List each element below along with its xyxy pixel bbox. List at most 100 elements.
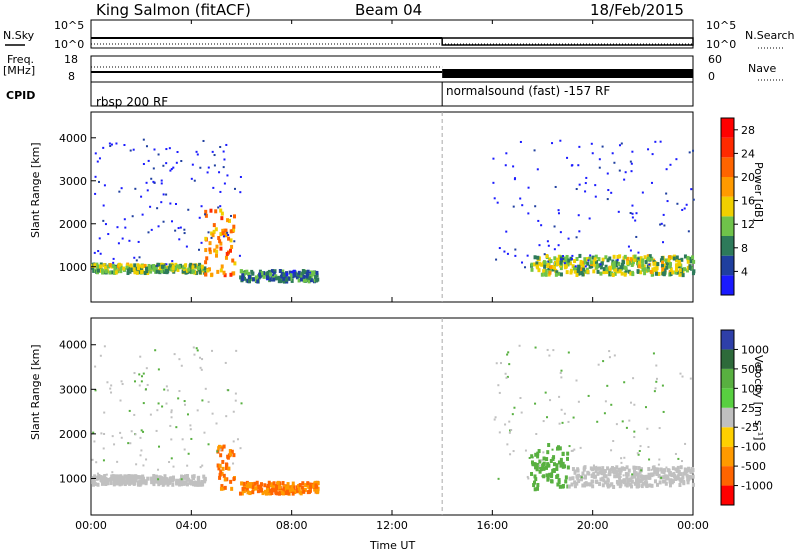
data-cell <box>122 477 126 482</box>
data-cell <box>218 475 222 480</box>
data-cell <box>538 464 541 467</box>
data-cell <box>229 272 233 277</box>
data-cell <box>94 175 97 178</box>
data-cell <box>620 271 624 276</box>
data-cell <box>506 375 509 378</box>
data-cell <box>103 345 106 348</box>
data-cell <box>181 438 184 441</box>
data-cell <box>94 152 97 155</box>
data-cell <box>230 214 233 217</box>
data-cell <box>668 472 672 477</box>
data-cell <box>624 268 628 273</box>
data-cell <box>136 266 140 271</box>
data-cell <box>232 227 236 232</box>
data-cell <box>681 460 684 463</box>
data-cell <box>227 233 230 236</box>
data-cell <box>251 490 255 495</box>
data-cell <box>623 254 627 259</box>
data-cell <box>111 435 114 438</box>
data-cell <box>104 223 107 226</box>
data-cell <box>239 191 242 194</box>
data-cell <box>211 349 214 352</box>
data-cell <box>570 258 573 261</box>
data-cell <box>217 446 221 451</box>
data-cell <box>233 240 236 243</box>
data-cell <box>602 270 606 275</box>
data-cell <box>196 409 199 412</box>
data-cell <box>262 271 266 276</box>
data-cell <box>505 152 508 155</box>
data-cell <box>304 483 308 488</box>
data-cell <box>543 264 547 269</box>
data-cell <box>623 265 627 270</box>
data-cell <box>111 476 115 481</box>
data-cell <box>495 362 498 365</box>
data-cell <box>613 354 616 357</box>
data-cell <box>553 248 556 251</box>
data-cell <box>188 265 192 270</box>
data-cell <box>575 269 579 274</box>
data-cell <box>678 262 682 267</box>
data-cell <box>549 458 553 463</box>
data-cell <box>236 438 239 441</box>
data-cell <box>140 380 143 383</box>
data-cell <box>278 485 282 490</box>
data-cell <box>239 269 243 274</box>
data-cell <box>506 353 509 356</box>
data-cell <box>141 479 145 484</box>
data-cell <box>191 265 195 270</box>
data-cell <box>608 468 612 473</box>
data-cell <box>108 270 112 275</box>
data-cell <box>145 269 149 274</box>
data-cell <box>188 480 192 485</box>
data-cell <box>498 431 501 434</box>
data-cell <box>623 466 627 471</box>
data-cell <box>238 491 242 496</box>
data-cell <box>219 453 223 458</box>
data-cell <box>623 478 627 483</box>
data-cell <box>147 231 150 234</box>
data-cell <box>273 269 277 274</box>
data-cell <box>630 263 634 268</box>
data-cell <box>238 254 241 257</box>
data-cell <box>616 254 620 259</box>
data-cell <box>606 466 610 471</box>
data-cell <box>139 436 142 439</box>
data-cell <box>546 264 550 269</box>
data-cell <box>189 479 193 484</box>
data-cell <box>618 254 622 259</box>
data-cell <box>104 269 108 274</box>
data-cell <box>158 477 162 482</box>
data-cell <box>493 197 496 200</box>
data-cell <box>504 372 507 375</box>
data-cell <box>564 479 568 484</box>
data-cell <box>106 481 110 486</box>
data-cell <box>94 365 97 368</box>
data-cell <box>595 263 599 268</box>
data-cell <box>187 477 191 482</box>
data-cell <box>269 277 273 282</box>
data-cell <box>508 431 511 434</box>
data-cell <box>601 257 605 262</box>
data-cell <box>194 480 198 485</box>
data-cell <box>276 480 280 485</box>
data-cell <box>683 207 686 210</box>
data-cell <box>691 474 695 479</box>
data-cell <box>648 458 651 461</box>
data-cell <box>640 484 644 489</box>
data-cell <box>676 465 680 470</box>
data-cell <box>218 239 222 244</box>
data-cell <box>227 389 230 392</box>
data-cell <box>675 255 679 260</box>
data-cell <box>586 257 590 262</box>
data-cell <box>138 265 142 270</box>
data-cell <box>285 272 289 277</box>
data-cell <box>147 159 150 162</box>
data-cell <box>670 473 674 478</box>
data-cell <box>534 402 537 405</box>
data-cell <box>643 475 647 480</box>
data-cell <box>217 236 221 241</box>
data-cell <box>108 477 112 482</box>
data-cell <box>557 244 560 247</box>
data-cell <box>256 484 260 489</box>
